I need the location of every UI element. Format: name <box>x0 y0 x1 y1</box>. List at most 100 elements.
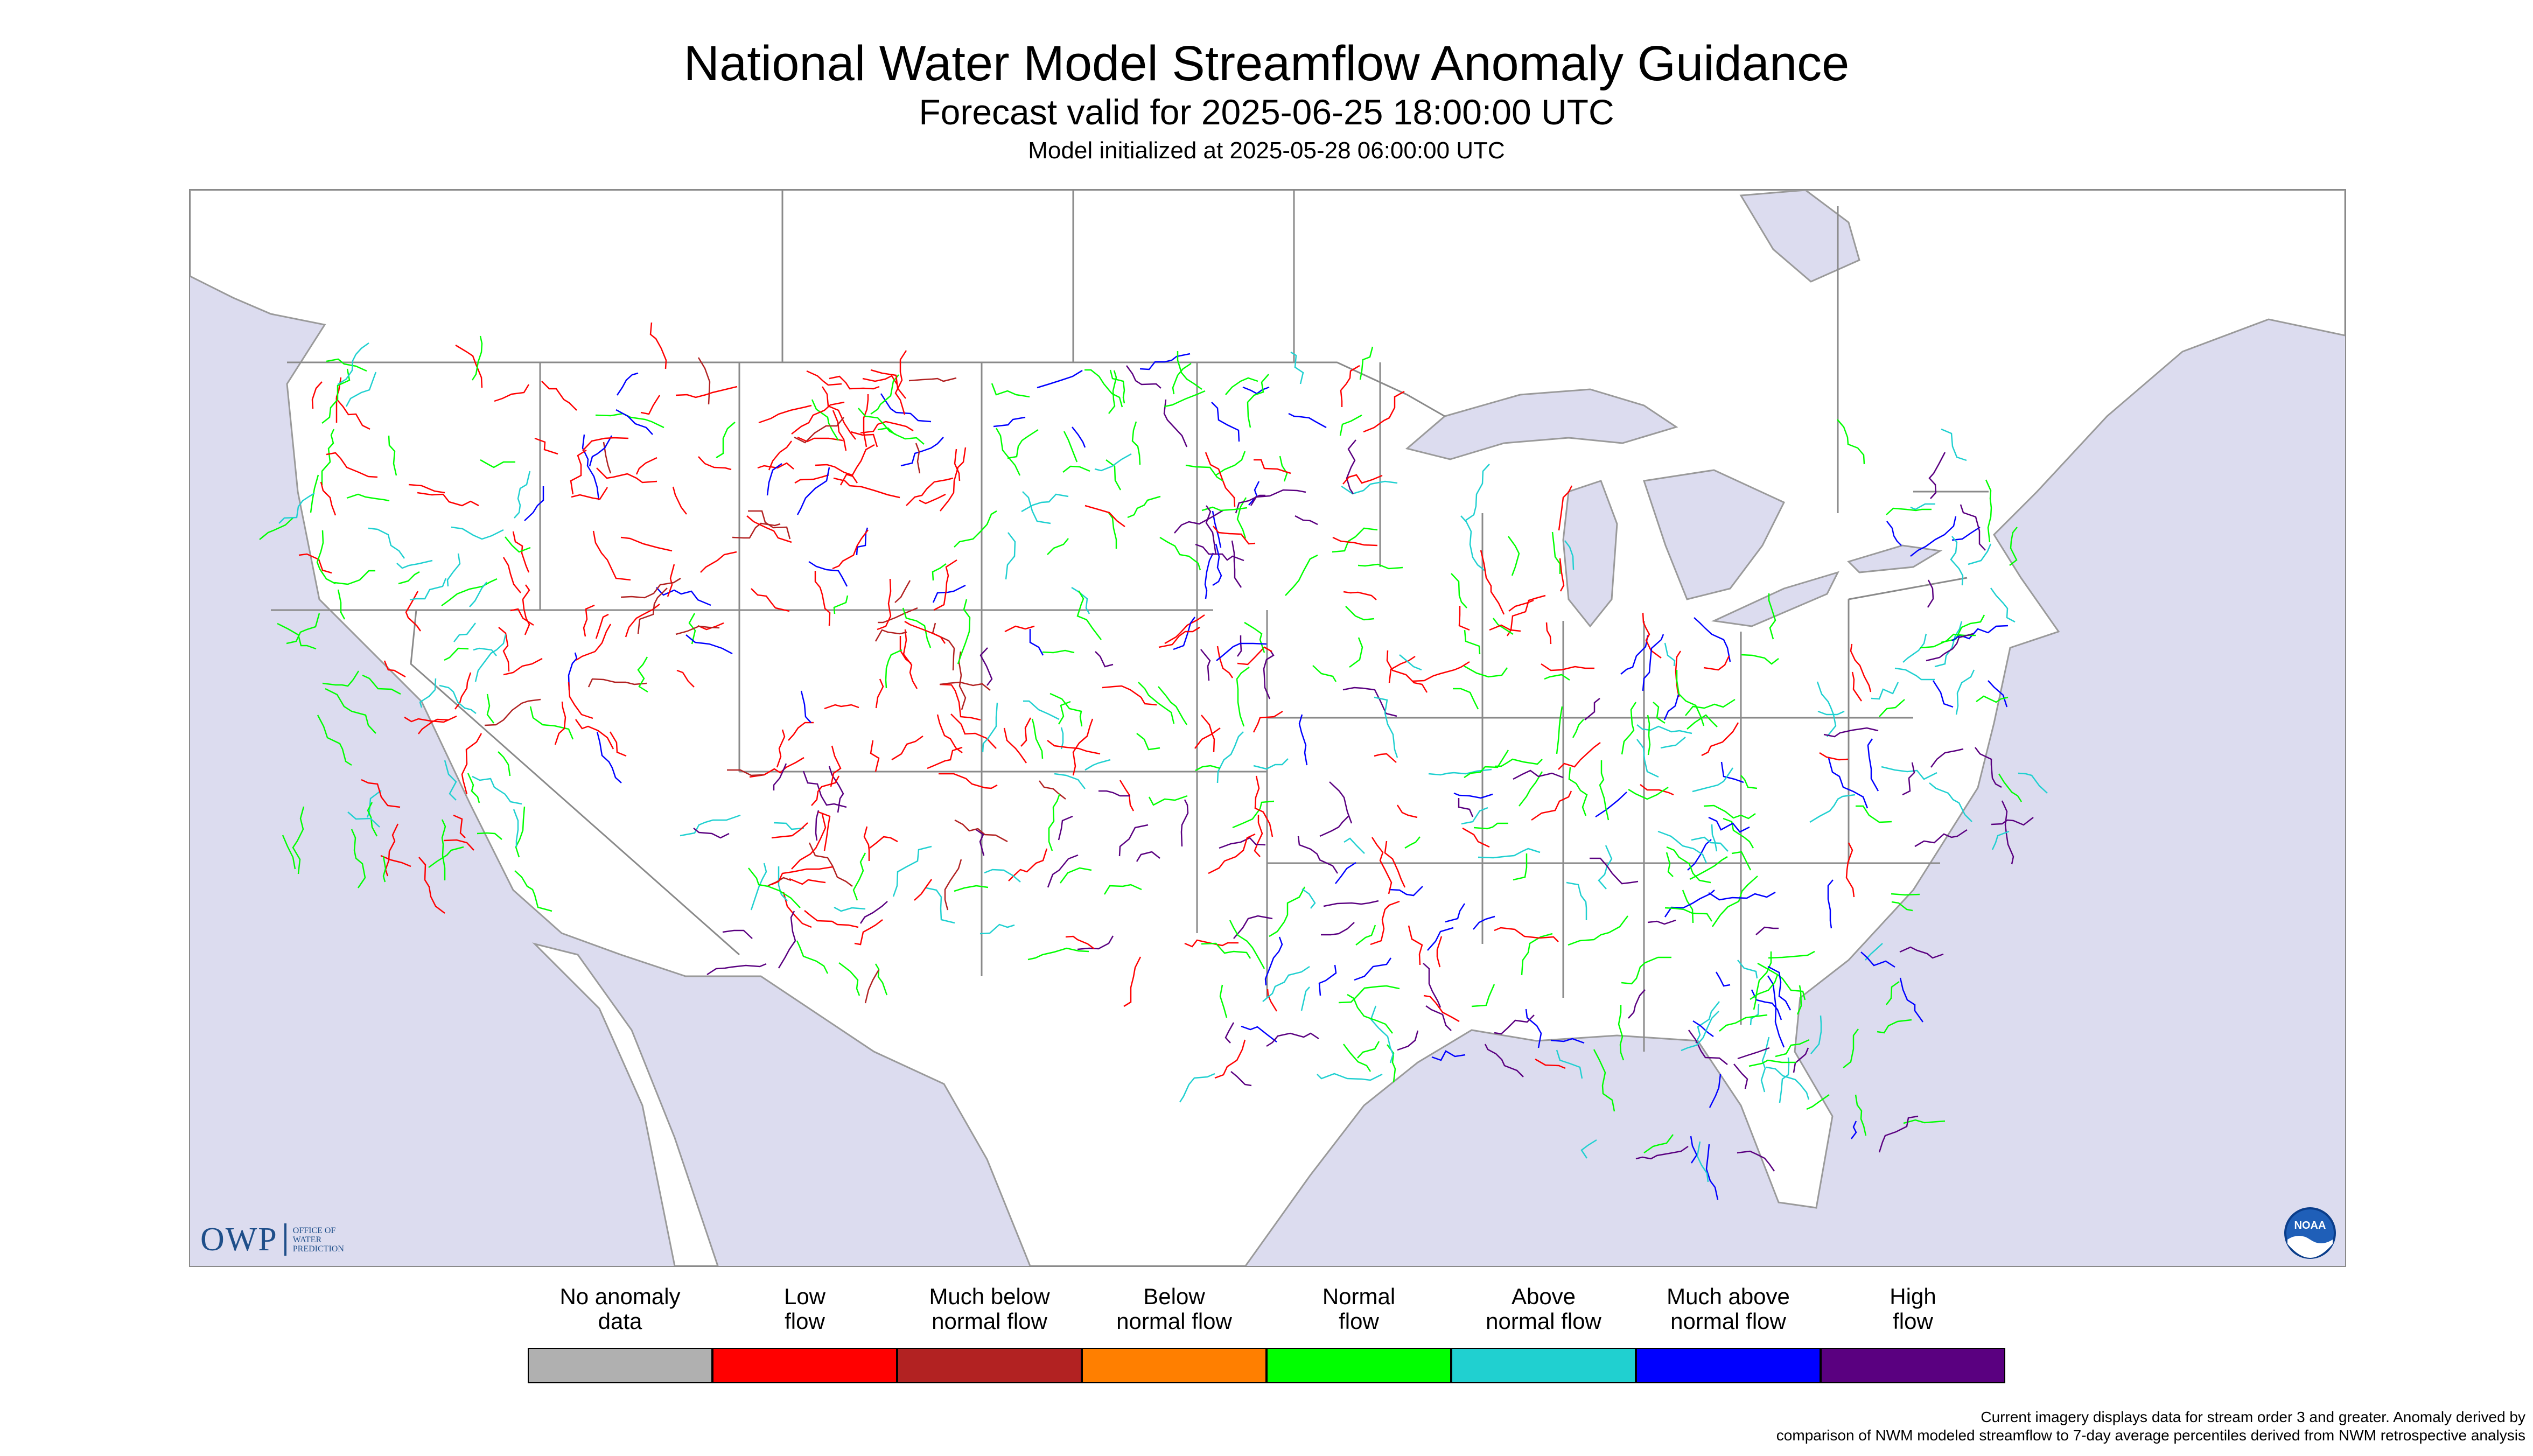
river-segment <box>1021 493 1069 513</box>
river-segment <box>1519 771 1543 807</box>
river-segment <box>834 906 866 912</box>
river-segment <box>926 887 955 924</box>
river-segment <box>637 656 648 693</box>
river-segment <box>1464 629 1481 655</box>
river-segment <box>1473 915 1495 930</box>
river-segment <box>1951 526 1981 541</box>
river-segment <box>1894 667 1935 681</box>
river-segment <box>1494 927 1559 942</box>
river-segment <box>418 718 450 734</box>
river-segment <box>821 386 856 440</box>
river-segment <box>902 629 918 689</box>
river-segment <box>1216 731 1244 783</box>
river-segment <box>451 526 504 540</box>
river-segment <box>1692 767 1734 793</box>
river-segment <box>1138 682 1175 724</box>
river-segment <box>1208 833 1256 874</box>
river-segment <box>1237 646 1272 666</box>
river-segment <box>620 536 673 552</box>
river-segment <box>957 599 971 664</box>
river-segment <box>1766 1066 1810 1100</box>
river-segment <box>1809 794 1856 823</box>
river-segment <box>1180 799 1189 847</box>
river-segment <box>1345 606 1375 621</box>
river-segment <box>811 399 839 441</box>
river-segment <box>1507 536 1520 576</box>
river-segment <box>1856 805 1892 823</box>
river-segment <box>869 836 898 849</box>
river-segment <box>1566 881 1587 920</box>
river-segment <box>1850 643 1872 692</box>
river-segment <box>1302 888 1316 909</box>
river-segment <box>1230 1071 1252 1087</box>
river-segment <box>800 690 811 723</box>
streamflow-map[interactable] <box>189 189 2346 1267</box>
river-segment <box>860 421 914 434</box>
river-segment <box>1708 891 1776 901</box>
river-segment <box>1204 552 1214 599</box>
river-segment <box>875 678 884 709</box>
river-segment <box>919 493 946 505</box>
river-segment <box>1493 618 1514 635</box>
river-segment <box>321 368 351 424</box>
river-segment <box>1374 696 1398 758</box>
river-segment <box>1740 775 1758 789</box>
river-segment <box>1253 758 1289 770</box>
river-segment <box>1551 531 1561 574</box>
river-segment <box>914 879 933 901</box>
river-segment <box>1711 824 1718 852</box>
river-segment <box>791 814 827 870</box>
river-segment <box>1461 807 1488 825</box>
river-segment <box>1879 699 1905 717</box>
river-segment <box>1065 935 1095 949</box>
river-segment <box>1163 399 1188 447</box>
river-segment <box>1174 509 1223 534</box>
river-segment <box>802 771 847 808</box>
river-segment <box>1408 925 1423 965</box>
lake-ontario <box>1847 544 1943 573</box>
river-segment <box>675 625 720 635</box>
river-segment <box>592 530 631 581</box>
river-segment <box>1136 851 1160 862</box>
owp-logo-divider <box>284 1223 286 1256</box>
river-segment <box>382 856 387 883</box>
river-segment <box>1768 593 1776 640</box>
river-segment <box>1095 651 1114 668</box>
river-segment <box>649 322 667 369</box>
river-segment <box>870 369 906 399</box>
river-segment <box>335 398 370 430</box>
legend-swatch-low-flow <box>712 1348 897 1383</box>
river-segment <box>321 429 335 485</box>
river-segment <box>1823 727 1879 738</box>
river-segment <box>1593 1049 1615 1112</box>
state-borders <box>271 190 1989 1052</box>
river-segment <box>1723 817 1754 849</box>
river-segment <box>1628 989 1646 1019</box>
river-segment <box>1236 666 1250 727</box>
river-segment <box>1219 837 1266 849</box>
legend-swatch-above <box>1451 1348 1636 1383</box>
river-segment <box>1928 452 1946 499</box>
river-segment <box>1072 718 1094 776</box>
river-segment <box>796 467 830 515</box>
river-segment <box>1346 439 1356 494</box>
river-segment <box>1266 989 1278 1012</box>
river-segment <box>1733 1063 1748 1089</box>
river-segment <box>991 383 1030 398</box>
river-segment <box>791 401 845 435</box>
river-segment <box>915 443 921 474</box>
river-segment <box>940 681 991 691</box>
river-segment <box>832 410 847 451</box>
river-segment <box>797 436 843 443</box>
river-segment <box>811 775 840 806</box>
river-segment <box>892 845 932 897</box>
river-segment <box>832 529 869 570</box>
river-segment <box>1127 495 1161 519</box>
legend-label-much-above: Much above normal flow <box>1667 1284 1790 1334</box>
river-segment <box>1247 374 1269 428</box>
river-segment <box>1370 900 1400 946</box>
river-segment <box>1062 465 1090 473</box>
river-segment <box>409 578 447 601</box>
river-segment <box>1004 625 1035 633</box>
river-segment <box>1556 1049 1583 1079</box>
